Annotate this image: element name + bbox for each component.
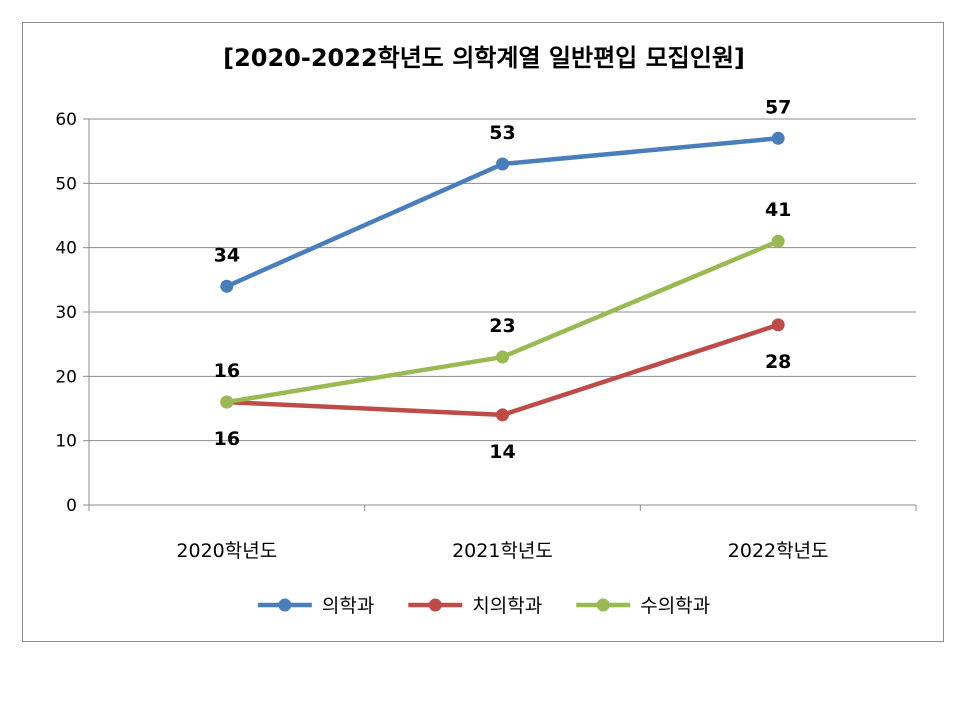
data-label: 28 bbox=[765, 351, 791, 373]
data-point bbox=[220, 279, 234, 293]
line-chart: [2020-2022학년도 의학계열 일반편입 모집인원] 0 10 20 30 40 5… bbox=[55, 44, 917, 617]
legend-marker bbox=[596, 598, 610, 612]
y-tick-label: 60 bbox=[55, 110, 77, 130]
legend: 의학과 치의학과 수의학과 bbox=[257, 595, 710, 617]
data-point bbox=[771, 318, 785, 332]
data-point bbox=[496, 157, 509, 171]
x-tick-label: 2022학년도 bbox=[728, 540, 829, 562]
data-label: 23 bbox=[489, 315, 515, 337]
y-tick-label: 20 bbox=[55, 367, 77, 387]
data-label: 14 bbox=[489, 441, 515, 463]
y-tick-label: 30 bbox=[55, 303, 77, 323]
chart-title: [2020-2022학년도 의학계열 일반편입 모집인원] bbox=[223, 44, 745, 72]
legend-label: 치의학과 bbox=[472, 595, 542, 617]
data-point bbox=[771, 131, 785, 145]
series-line-2 bbox=[224, 322, 781, 418]
data-point bbox=[220, 395, 234, 409]
y-tick-label: 0 bbox=[66, 496, 77, 516]
data-label: 34 bbox=[214, 244, 240, 266]
legend-label: 의학과 bbox=[322, 595, 374, 617]
data-point bbox=[771, 234, 785, 248]
series-layer bbox=[220, 131, 785, 422]
data-label: 16 bbox=[214, 360, 240, 382]
chart-frame: [2020-2022학년도 의학계열 일반편입 모집인원] 0 10 20 30 40 5… bbox=[22, 22, 944, 642]
gridlines bbox=[89, 118, 916, 442]
y-tick-label: 50 bbox=[55, 174, 77, 194]
legend-label: 수의학과 bbox=[640, 595, 710, 617]
y-tick-label: 10 bbox=[55, 432, 77, 452]
legend-marker bbox=[428, 598, 442, 612]
data-point bbox=[496, 350, 509, 364]
data-label: 41 bbox=[765, 199, 791, 221]
data-label: 57 bbox=[765, 96, 791, 118]
data-point bbox=[496, 408, 509, 422]
data-label: 53 bbox=[489, 122, 515, 144]
axes: 0 10 20 30 40 50 60 2020학년도 2021학년도 2022학년도 bbox=[55, 110, 917, 562]
data-labels: 34 53 57 16 14 28 16 23 41 bbox=[214, 96, 792, 463]
x-tick-label: 2021학년도 bbox=[452, 540, 553, 562]
legend-marker bbox=[278, 598, 292, 612]
y-tick-label: 40 bbox=[55, 239, 77, 259]
x-tick-label: 2020학년도 bbox=[176, 540, 277, 562]
data-label: 16 bbox=[214, 428, 240, 450]
